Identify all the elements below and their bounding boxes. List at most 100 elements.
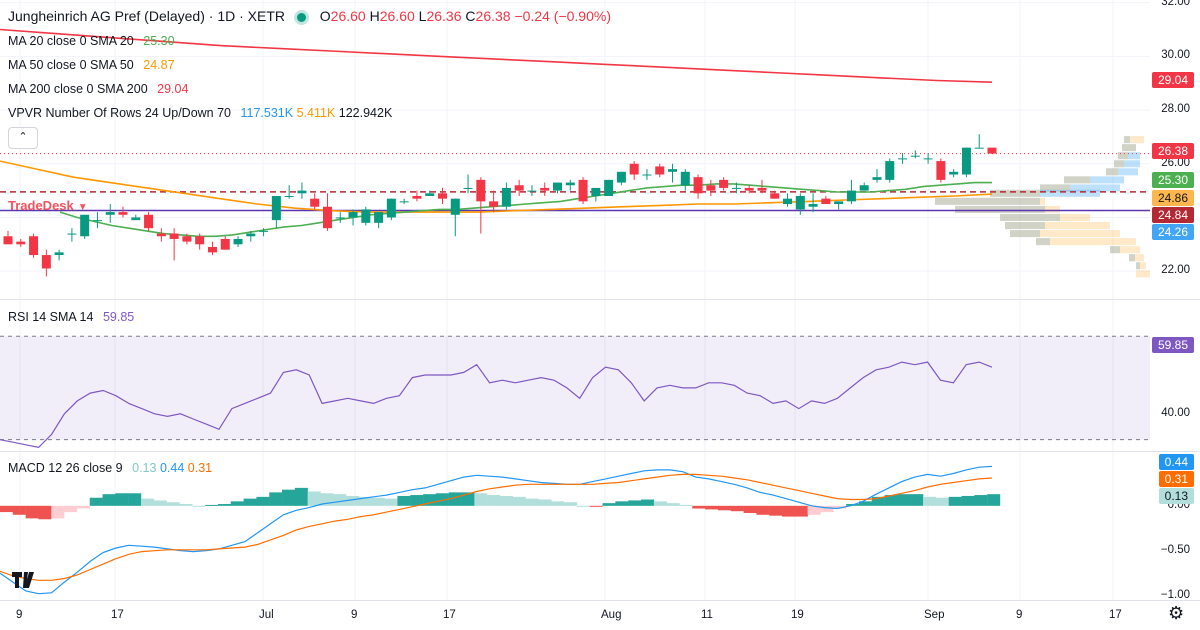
vpvr-down-bar bbox=[1136, 270, 1150, 278]
macd-histogram-bar bbox=[269, 492, 283, 506]
macd-histogram-bar bbox=[769, 505, 783, 516]
candle-body bbox=[527, 190, 537, 192]
vpvr-down-bar bbox=[1110, 246, 1140, 254]
candle-body bbox=[706, 185, 716, 191]
ma200-legend[interactable]: MA 200 close 0 SMA 200 29.04 bbox=[8, 82, 189, 96]
macd-histogram-bar bbox=[358, 496, 372, 506]
ma20-line bbox=[59, 181, 992, 238]
time-tick: Aug bbox=[601, 609, 622, 621]
vpvr-down-bar bbox=[935, 197, 1045, 205]
vpvr-up-bar bbox=[1036, 238, 1050, 246]
candle-body bbox=[693, 177, 703, 194]
candle-body bbox=[182, 236, 192, 242]
candle-body bbox=[642, 174, 652, 176]
macd-histogram-bar bbox=[487, 495, 501, 506]
macd-histogram-bar bbox=[128, 493, 142, 506]
macd-histogram-bar bbox=[205, 504, 219, 506]
candle-body bbox=[322, 206, 332, 229]
price-tick: 32.00 bbox=[1161, 0, 1190, 8]
vpvr-up-bar bbox=[1110, 246, 1120, 254]
candle-body bbox=[795, 195, 805, 210]
macd-histogram-bar bbox=[435, 493, 449, 506]
macd-histogram-bar bbox=[871, 496, 885, 506]
macd-histogram-bar bbox=[256, 496, 270, 506]
arrow-down-icon: ▼ bbox=[77, 202, 88, 213]
vpvr-down-bar bbox=[990, 189, 1040, 197]
vpvr-up-bar bbox=[1064, 176, 1124, 184]
macd-histogram-bar bbox=[923, 496, 937, 506]
macd-histogram-bar bbox=[12, 505, 26, 515]
candle-body bbox=[156, 233, 166, 237]
rsi-legend[interactable]: RSI 14 SMA 14 59.85 bbox=[8, 310, 135, 324]
signal-line bbox=[0, 473, 993, 581]
candle-body bbox=[923, 158, 933, 160]
candle-body bbox=[604, 179, 614, 196]
tradingview-logo-icon[interactable] bbox=[10, 568, 40, 592]
vpvr-down-bar bbox=[1005, 221, 1110, 230]
candle-body bbox=[514, 185, 524, 191]
macd-histogram-bar bbox=[910, 494, 924, 506]
macd-histogram-bar bbox=[76, 505, 90, 509]
change-value: −0.24 (−0.90%) bbox=[514, 8, 611, 24]
macd-histogram-bar bbox=[153, 500, 167, 506]
macd-histogram-bar bbox=[897, 494, 911, 506]
macd-histogram-bar bbox=[512, 496, 526, 506]
price-tag: 29.04 bbox=[1151, 72, 1194, 88]
vpvr-up-bar bbox=[1124, 136, 1130, 144]
macd-histogram-bar bbox=[294, 487, 308, 506]
macd-panel bbox=[0, 465, 1001, 595]
macd-histogram-bar bbox=[948, 496, 962, 506]
vpvr-up-bar bbox=[955, 205, 1045, 213]
collapse-legend-button[interactable]: ⌃ bbox=[8, 127, 38, 149]
ma50-legend[interactable]: MA 50 close 0 SMA 50 24.87 bbox=[8, 58, 175, 72]
macd-histogram-bar bbox=[333, 494, 347, 506]
candle-body bbox=[501, 187, 511, 207]
vpvr-legend[interactable]: VPVR Number Of Rows 24 Up/Down 70 117.53… bbox=[8, 106, 393, 120]
vpvr-down-bar bbox=[1114, 160, 1124, 168]
candle-body bbox=[808, 204, 818, 207]
macd-histogram-bar bbox=[705, 505, 719, 510]
macd-histogram-bar bbox=[243, 498, 257, 506]
rsi-panel bbox=[0, 335, 1150, 449]
rsi-line bbox=[0, 361, 993, 449]
vpvr-down-bar bbox=[1040, 184, 1070, 192]
macd-legend[interactable]: MACD 12 26 close 9 0.13 0.44 0.31 bbox=[8, 461, 213, 475]
candle-body bbox=[29, 236, 39, 256]
candle-body bbox=[207, 246, 217, 253]
price-tick: 30.00 bbox=[1161, 49, 1190, 62]
macd-histogram-bar bbox=[192, 505, 206, 507]
macd-histogram-bar bbox=[25, 505, 39, 519]
candle-body bbox=[144, 214, 154, 229]
watermark: TradeDesk ▼ bbox=[8, 198, 88, 213]
vpvr-down-bar bbox=[1118, 152, 1128, 160]
macd-histogram-bar bbox=[884, 495, 898, 506]
candle-body bbox=[898, 158, 908, 160]
macd-histogram-bar bbox=[641, 499, 655, 506]
macd-histogram-bar bbox=[38, 505, 52, 520]
symbol-title[interactable]: Jungheinrich AG Pref (Delayed) · 1D · XE… bbox=[8, 8, 285, 24]
macd-histogram-bar bbox=[217, 504, 231, 506]
macd-histogram-bar bbox=[794, 505, 808, 517]
settings-gear-icon[interactable]: ⚙ bbox=[1168, 603, 1185, 623]
candle-body bbox=[437, 193, 447, 199]
ma20-legend[interactable]: MA 20 close 0 SMA 20 25.30 bbox=[8, 34, 175, 48]
vpvr-up-bar bbox=[1129, 254, 1135, 262]
time-tick: 19 bbox=[791, 609, 804, 621]
candle-body bbox=[310, 198, 320, 207]
candle-body bbox=[259, 230, 269, 232]
vpvr-up-bar bbox=[1106, 168, 1138, 176]
candle-body bbox=[668, 169, 678, 172]
candle-body bbox=[987, 147, 997, 154]
macd-histogram-bar bbox=[782, 505, 796, 517]
macd-histogram-bar bbox=[602, 503, 616, 506]
candle-body bbox=[463, 187, 473, 189]
macd-histogram-bar bbox=[384, 498, 398, 506]
macd-line bbox=[0, 465, 993, 595]
candle-body bbox=[16, 241, 26, 245]
macd-histogram-bar bbox=[141, 498, 155, 506]
macd-histogram-bar bbox=[961, 495, 975, 506]
vpvr-down-bar bbox=[1000, 213, 1090, 221]
chevron-up-icon: ⌃ bbox=[18, 131, 28, 143]
time-tick: Sep bbox=[924, 609, 945, 621]
